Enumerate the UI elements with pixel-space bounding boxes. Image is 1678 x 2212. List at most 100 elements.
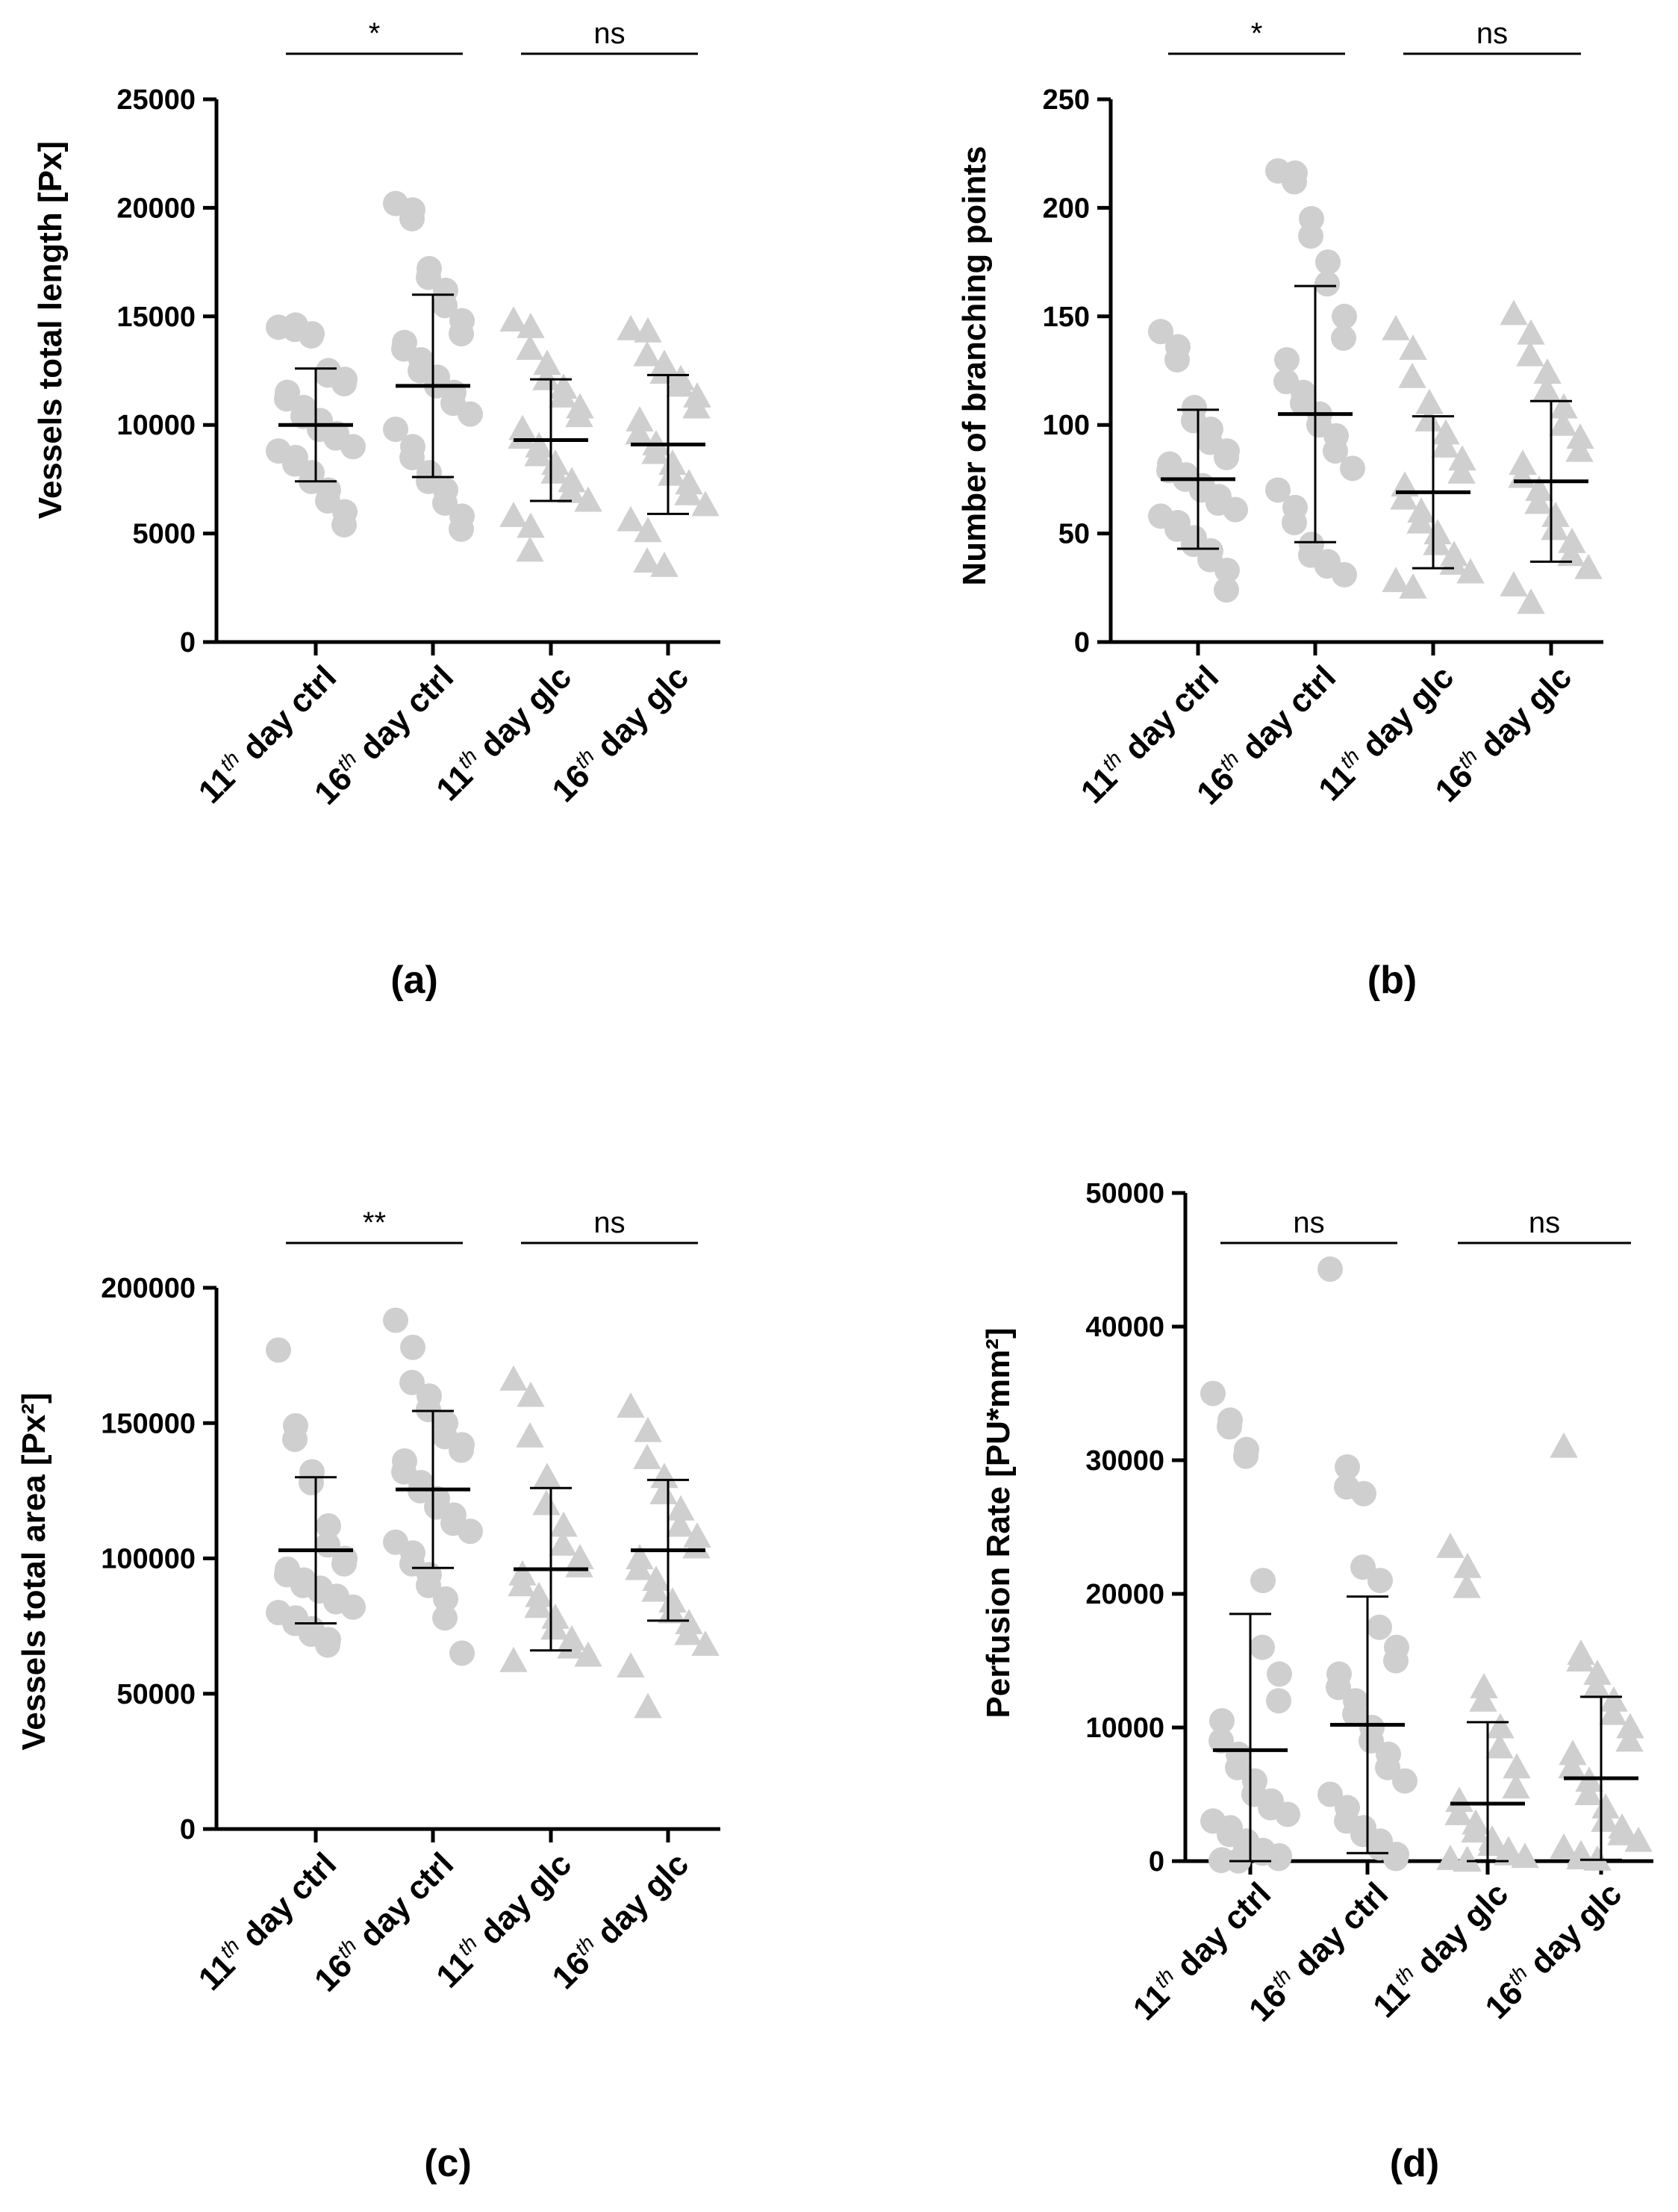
data-point-triangle [1566,1844,1594,1869]
data-point-triangle [1432,419,1460,445]
significance-label: ns [593,1206,625,1239]
data-point-triangle [650,1462,679,1489]
data-point-triangle [649,358,678,384]
panel-a: Vessels total length [Px] (a) 0 5000 10000… [32,17,720,1002]
data-point-triangle [682,393,711,419]
data-point-circle [1323,438,1348,464]
significance-label: ns [1529,1206,1560,1239]
y-axis-title-a: Vessels total length [Px] [32,141,69,519]
y-tick-label: 10000 [1085,1713,1164,1744]
data-point-circle [416,264,441,290]
data-point-triangle [1533,358,1562,384]
data-point-circle [1282,169,1307,195]
data-point-triangle [626,406,654,432]
data-point-triangle [1436,1532,1465,1558]
data-point-triangle [574,1641,602,1667]
significance-label: ns [1293,1206,1324,1239]
data-point-triangle [1550,393,1578,419]
data-point-triangle [1558,1753,1586,1779]
data-point-circle [449,321,474,347]
y-tick-label: 0 [180,1814,196,1845]
data-point-triangle [1502,1773,1530,1799]
data-point-triangle [1398,362,1426,388]
data-point-circle [449,1640,475,1666]
data-point-circle [315,1632,340,1658]
data-point-circle [1367,1614,1392,1640]
data-point-triangle [1423,529,1451,555]
data-point-circle [1359,1727,1384,1754]
data-point-circle [1282,510,1307,536]
data-point-circle [1164,346,1190,373]
data-point-triangle [532,364,561,390]
y-tick-label: 0 [1149,1846,1164,1878]
data-point-circle [1317,1256,1343,1283]
data-point-triangle [1444,1799,1473,1825]
data-point-circle [340,434,366,460]
data-point-triangle [617,505,645,532]
data-point-circle [1148,319,1173,345]
data-point-circle [1214,577,1239,603]
data-point-triangle [499,306,528,332]
data-point-triangle [650,551,679,577]
data-point-triangle [1516,340,1544,367]
y-tick-label: 30000 [1085,1445,1164,1477]
data-point-triangle [508,423,536,449]
data-point-triangle [1500,299,1528,325]
data-point-triangle [1415,406,1443,432]
data-point-circle [1274,346,1300,373]
data-point-triangle [516,536,544,562]
data-point-triangle [1511,1842,1539,1869]
data-point-circle [1208,1727,1234,1754]
data-point-circle [383,417,408,443]
significance-label: ** [363,1206,386,1239]
y-tick-label: 50000 [1085,1178,1164,1209]
data-point-circle [432,1605,458,1631]
data-point-circle [1250,1634,1275,1660]
data-point-triangle [634,517,662,543]
data-point-triangle [1415,388,1444,414]
data-point-triangle [1615,1726,1644,1752]
data-point-triangle [1500,571,1528,596]
data-point-circle [282,1427,308,1452]
data-point-triangle [617,1392,645,1418]
data-point-triangle [1599,1699,1627,1725]
data-point-triangle [1607,1819,1635,1845]
data-point-circle [458,401,483,427]
data-point-triangle [517,312,545,338]
significance-label: * [1251,17,1263,50]
data-point-triangle [1532,376,1561,402]
data-point-triangle [634,317,662,343]
data-point-triangle [557,477,585,503]
data-point-triangle [691,1630,720,1657]
data-point-triangle [499,1646,528,1672]
data-point-triangle [641,438,670,464]
significance-label: * [369,17,381,50]
panel-c: Vessels total area [Px²] (c) 0 50000 10000… [16,1206,720,2185]
data-point-triangle [617,1652,645,1678]
data-point-triangle [1583,1660,1612,1685]
data-point-circle [1275,1801,1300,1828]
data-point-triangle [557,1633,585,1659]
data-point-circle [383,1307,408,1333]
data-point-circle [1375,1754,1400,1780]
data-point-circle [1367,1568,1393,1594]
data-point-circle [1298,223,1323,249]
significance-label: ns [1476,17,1508,50]
data-point-triangle [1558,527,1586,553]
data-point-triangle [1503,1753,1531,1779]
data-point-circle [1335,1454,1360,1480]
data-point-triangle [524,440,552,467]
data-point-circle [1314,271,1340,297]
data-point-triangle [1541,501,1570,527]
panel-d: Perfusion Rate [PU*mm²] (d) 0 10000 20000 3… [980,1178,1653,2185]
y-tick-label: 200 [1043,193,1090,224]
data-point-triangle [691,490,720,517]
data-point-circle [1317,1781,1343,1807]
data-point-triangle [674,1619,702,1645]
y-tick-label: 40000 [1085,1312,1164,1343]
data-point-triangle [499,1365,528,1391]
data-point-circle [433,1586,458,1612]
data-point-triangle [1517,588,1545,614]
data-point-triangle [516,334,544,360]
